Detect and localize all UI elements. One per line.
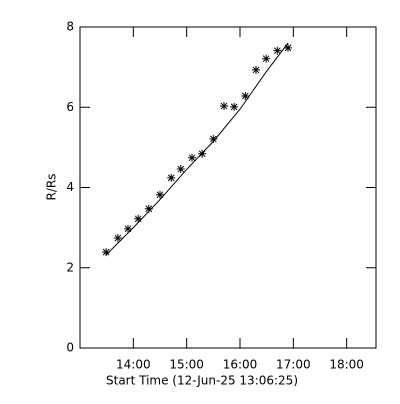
data-point (134, 214, 143, 223)
y-tick-label: 2 (66, 260, 74, 274)
y-tick-label: 4 (66, 180, 74, 194)
data-point (102, 248, 111, 257)
data-point (113, 234, 122, 243)
y-axis-label: R/Rs (45, 174, 59, 201)
data-point (144, 204, 153, 213)
x-tick-label: 16:00 (223, 358, 258, 372)
x-tick-label: 17:00 (276, 358, 311, 372)
data-point (241, 92, 250, 101)
data-point (124, 224, 132, 233)
data-point (284, 43, 292, 52)
plot-frame (79, 26, 377, 349)
data-point (220, 102, 228, 111)
x-tick-label: 18:00 (329, 358, 364, 372)
y-tick-label: 8 (66, 20, 74, 34)
fit-line (105, 42, 289, 256)
data-point (167, 173, 176, 182)
x-tick-label: 14:00 (116, 358, 151, 372)
x-axis-label: Start Time (12-Jun-25 13:06:25) (106, 374, 298, 388)
data-point (198, 149, 207, 158)
data-point (252, 65, 260, 74)
data-point (230, 102, 239, 111)
data-point (273, 46, 282, 55)
data-point (209, 134, 218, 143)
y-tick-label: 6 (66, 100, 74, 114)
x-tick-label: 15:00 (169, 358, 204, 372)
data-point (188, 153, 196, 162)
y-tick-label: 0 (66, 341, 74, 355)
data-point (262, 54, 271, 63)
data-point (156, 190, 164, 199)
data-point (176, 165, 185, 174)
